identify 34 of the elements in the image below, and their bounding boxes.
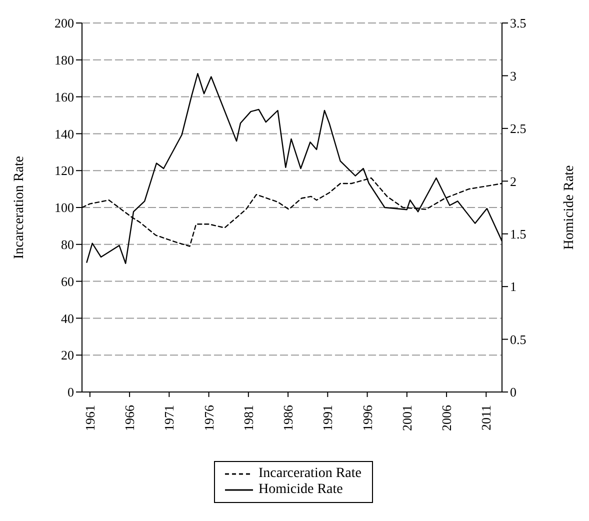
x-tick-label: 1971 [162,405,177,431]
y-tick-label: 100 [54,200,74,216]
x-tick-label: 2006 [439,404,454,431]
x-tick-label: 1976 [201,404,216,431]
y-tick-label: 20 [61,348,74,363]
y2-tick-label: 1.5 [510,226,526,242]
y2-tick-label: 2 [510,174,516,189]
y-axis-title: Incarceration Rate [12,156,27,259]
x-tick-label: 1986 [280,404,296,431]
legend-label: Incarceration Rate [258,466,362,482]
y-tick-label: 180 [54,52,74,68]
y2-tick-label: 0 [510,384,516,400]
y-tick-label: 140 [54,126,74,142]
x-tick-label: 1991 [320,405,336,431]
y-tick-label: 60 [61,274,74,289]
y2-tick-label: 0.5 [510,332,526,347]
y2-tick-label: 1 [510,279,516,294]
y-tick-label: 80 [61,237,74,252]
x-tick-label: 1996 [360,404,375,431]
x-tick-label: 1966 [122,404,138,431]
y-tick-label: 160 [54,89,74,104]
y2-axis-title: Homicide Rate [562,165,577,250]
y2-tick-label: 3 [510,68,516,84]
y-tick-label: 0 [68,384,74,400]
x-tick-label: 1961 [82,405,98,431]
x-tick-label: 1981 [240,405,256,431]
y-tick-label: 40 [61,310,74,326]
y-tick-label: 120 [54,163,74,178]
y-tick-label: 200 [54,16,74,31]
y2-tick-label: 2.5 [510,121,526,136]
x-tick-label: 2001 [399,405,414,431]
legend-label: Homicide Rate [258,482,343,498]
y2-tick-label: 3.5 [510,16,526,31]
x-tick-label: 2011 [478,405,494,431]
